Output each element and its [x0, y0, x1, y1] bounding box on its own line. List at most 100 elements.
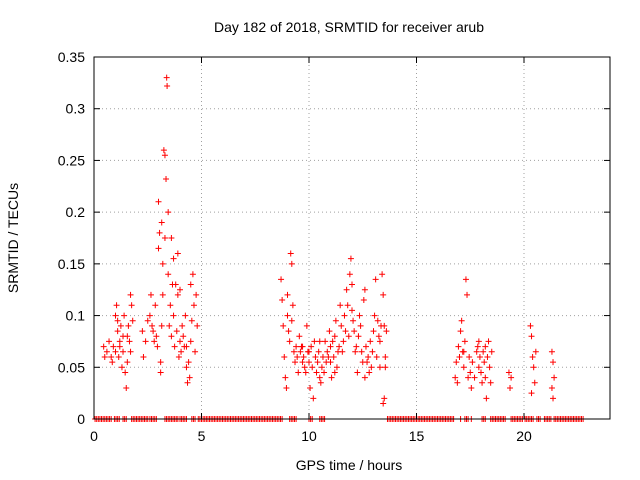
data-point: [294, 353, 301, 360]
data-point: [358, 348, 365, 355]
data-point: [157, 359, 164, 366]
data-point: [351, 328, 358, 335]
data-point: [116, 338, 123, 345]
data-point: [309, 364, 316, 371]
data-point: [341, 312, 348, 319]
data-point: [163, 74, 170, 81]
y-tick-label: 0: [77, 411, 85, 427]
data-point: [161, 152, 168, 159]
data-point: [319, 353, 326, 360]
data-point: [313, 369, 320, 376]
data-point: [355, 333, 362, 340]
data-point: [364, 359, 371, 366]
data-point: [548, 384, 555, 391]
data-point: [550, 359, 557, 366]
data-point: [156, 229, 163, 236]
data-point: [168, 235, 175, 241]
data-point: [322, 338, 329, 345]
data-point: [293, 343, 300, 350]
data-point: [370, 328, 377, 335]
data-point: [460, 348, 467, 355]
data-point: [144, 317, 151, 324]
data-point: [479, 379, 486, 386]
data-point: [179, 322, 186, 329]
data-point: [488, 348, 495, 355]
data-point: [120, 348, 127, 355]
data-point: [550, 395, 557, 402]
data-point: [106, 338, 113, 345]
data-point: [113, 302, 120, 309]
data-point: [301, 364, 308, 371]
data-point: [171, 343, 178, 350]
data-point: [461, 338, 468, 345]
data-point: [165, 209, 172, 216]
data-point: [177, 338, 183, 345]
data-point: [317, 379, 324, 386]
data-point: [316, 338, 323, 345]
data-point: [151, 338, 158, 345]
data-point: [328, 374, 335, 381]
data-point: [165, 271, 172, 278]
data-point: [314, 359, 321, 366]
data-point: [474, 343, 481, 350]
data-point: [483, 395, 490, 402]
data-point: [528, 390, 535, 397]
data-point: [372, 276, 379, 283]
x-tick-label: 20: [516, 428, 532, 444]
data-point: [486, 364, 493, 371]
data-point: [188, 317, 195, 324]
data-point: [311, 338, 318, 345]
data-point: [469, 359, 476, 366]
data-point: [548, 348, 555, 355]
data-point: [374, 317, 381, 324]
data-point: [528, 333, 535, 340]
axes: [93, 56, 611, 420]
data-point: [381, 322, 388, 329]
data-point: [475, 364, 482, 371]
data-point: [125, 322, 132, 329]
data-point: [315, 348, 322, 355]
data-point: [112, 348, 119, 355]
data-point: [192, 348, 199, 355]
data-point: [476, 353, 483, 360]
data-point: [316, 374, 323, 381]
data-point: [325, 353, 332, 360]
data-point: [466, 353, 473, 360]
data-point: [331, 369, 338, 376]
data-point: [353, 343, 360, 350]
data-point: [379, 271, 386, 278]
data-point: [360, 297, 367, 304]
data-point: [532, 348, 539, 355]
data-point: [340, 338, 347, 345]
data-point: [329, 338, 336, 345]
data-point: [115, 353, 122, 360]
data-point: [103, 348, 110, 355]
data-point: [473, 348, 480, 355]
data-point: [382, 364, 389, 371]
y-tick-label: 0.2: [66, 204, 86, 220]
x-tick-label: 15: [409, 428, 425, 444]
data-point: [110, 343, 117, 350]
data-point: [140, 353, 147, 360]
data-point: [356, 312, 363, 319]
data-point: [282, 374, 289, 381]
data-point: [376, 338, 383, 345]
data-point: [158, 219, 165, 226]
data-point: [108, 353, 115, 360]
data-point: [194, 322, 201, 329]
data-point: [318, 364, 325, 371]
data-point: [310, 395, 317, 402]
data-point: [332, 317, 339, 324]
data-point: [380, 400, 387, 407]
data-point: [362, 343, 369, 350]
data-point: [290, 348, 297, 355]
data-point: [349, 307, 355, 314]
x-tick-label: 0: [90, 428, 98, 444]
data-point: [531, 379, 538, 386]
data-point: [170, 312, 177, 319]
data-point: [117, 322, 124, 329]
data-point: [183, 364, 190, 371]
data-point: [164, 82, 171, 89]
data-point: [471, 374, 478, 381]
y-axis-label: SRMTID / TECUs: [5, 183, 21, 293]
